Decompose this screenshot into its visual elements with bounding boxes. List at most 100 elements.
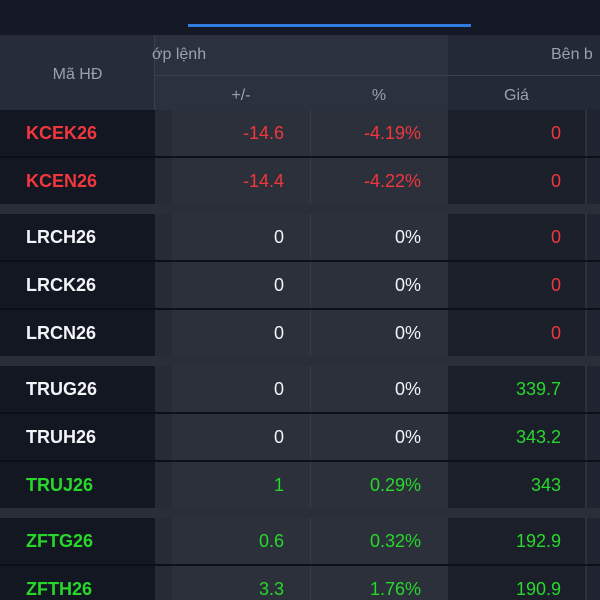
- row-pct-bg: [310, 414, 448, 460]
- row-extra-bg: [585, 310, 600, 356]
- contract-code: LRCN26: [26, 323, 97, 343]
- row-price-bg: [448, 310, 585, 356]
- row-pct-bg: [310, 518, 448, 564]
- percent-value: 0%: [394, 427, 421, 447]
- row-code-bg: [0, 310, 155, 356]
- row-change-bg: [155, 158, 310, 204]
- row-extra-bg: [585, 366, 600, 412]
- row-change-bg: [155, 518, 310, 564]
- row-change-bg: [155, 214, 310, 260]
- contract-code: LRCK26: [26, 275, 97, 295]
- row-extra-bg: [585, 214, 600, 260]
- change-value: 0: [273, 379, 284, 399]
- row-extra-bg: [585, 262, 600, 308]
- price-value: 343.2: [515, 427, 561, 447]
- contract-code: TRUJ26: [26, 475, 94, 495]
- row-extra-bg: [585, 462, 600, 508]
- price-value: 0: [550, 227, 561, 247]
- contract-code: ZFTG26: [26, 531, 94, 551]
- match-group-header: ớp lệnh: [152, 46, 207, 63]
- row-price-bg: [448, 566, 585, 600]
- row-pct-bg: [310, 110, 448, 156]
- change-header: +/-: [231, 87, 251, 104]
- row-code-bg: [0, 214, 155, 260]
- row-price-bg: [448, 462, 585, 508]
- row-price-bg: [448, 518, 585, 564]
- percent-value: 0%: [394, 227, 421, 247]
- change-value: -14.6: [242, 123, 284, 143]
- price-value: 343: [530, 475, 561, 495]
- percent-value: -4.22%: [363, 171, 421, 191]
- row-code-bg: [0, 414, 155, 460]
- price-value: 0: [550, 171, 561, 191]
- change-value: 0: [273, 427, 284, 447]
- contract-code: LRCH26: [26, 227, 97, 247]
- percent-value: 0.32%: [369, 531, 421, 551]
- percent-header: %: [371, 87, 387, 104]
- row-price-bg: [448, 158, 585, 204]
- change-value: 3.3: [258, 579, 284, 599]
- percent-value: 0%: [394, 323, 421, 343]
- price-value: 192.9: [515, 531, 561, 551]
- row-pct-bg: [310, 310, 448, 356]
- contract-code: TRUH26: [26, 427, 97, 447]
- row-extra-bg: [585, 414, 600, 460]
- row-change-bg: [155, 110, 310, 156]
- row-change-bg: [155, 566, 310, 600]
- row-pct-bg: [310, 462, 448, 508]
- change-value: 0: [273, 323, 284, 343]
- price-value: 339.7: [515, 379, 561, 399]
- row-change-bg: [155, 414, 310, 460]
- price-header: Giá: [504, 87, 529, 104]
- row-change-bg: [155, 366, 310, 412]
- change-value: -14.4: [242, 171, 284, 191]
- header-divider: [155, 75, 600, 76]
- percent-value: -4.19%: [363, 123, 421, 143]
- code-header-cell: [0, 35, 155, 110]
- buy-group-header: Bên b: [551, 46, 593, 63]
- contract-code: ZFTH26: [26, 579, 93, 599]
- row-price-bg: [448, 414, 585, 460]
- contract-code: KCEN26: [26, 171, 98, 191]
- row-pct-bg: [310, 214, 448, 260]
- row-code-bg: [0, 518, 155, 564]
- percent-value: 0.29%: [369, 475, 421, 495]
- group-separator: [0, 204, 600, 214]
- row-pct-bg: [310, 566, 448, 600]
- tab-indicator: [188, 24, 471, 27]
- row-extra-bg: [585, 566, 600, 600]
- row-pct-bg: [310, 366, 448, 412]
- tab-bar: [0, 0, 600, 35]
- price-value: 0: [550, 323, 561, 343]
- change-value: 0: [273, 275, 284, 295]
- price-value: 190.9: [515, 579, 561, 599]
- row-code-bg: [0, 262, 155, 308]
- row-price-bg: [448, 110, 585, 156]
- price-value: 0: [550, 123, 561, 143]
- row-code-bg: [0, 366, 155, 412]
- row-change-bg: [155, 310, 310, 356]
- price-value: 0: [550, 275, 561, 295]
- buy-header-cell: [448, 35, 600, 110]
- row-extra-bg: [585, 110, 600, 156]
- group-separator: [0, 508, 600, 518]
- change-value: 1: [273, 475, 284, 495]
- row-extra-bg: [585, 518, 600, 564]
- row-price-bg: [448, 262, 585, 308]
- row-pct-bg: [310, 158, 448, 204]
- percent-value: 1.76%: [369, 579, 421, 599]
- row-code-bg: [0, 566, 155, 600]
- change-value: 0.6: [258, 531, 284, 551]
- row-code-bg: [0, 158, 155, 204]
- contract-code: TRUG26: [26, 379, 98, 399]
- contract-code: KCEK26: [26, 123, 98, 143]
- row-code-bg: [0, 462, 155, 508]
- percent-value: 0%: [394, 275, 421, 295]
- code-header: Mã HĐ: [52, 66, 103, 83]
- row-price-bg: [448, 214, 585, 260]
- row-change-bg: [155, 262, 310, 308]
- row-change-bg: [155, 462, 310, 508]
- row-extra-bg: [585, 158, 600, 204]
- group-separator: [0, 356, 600, 366]
